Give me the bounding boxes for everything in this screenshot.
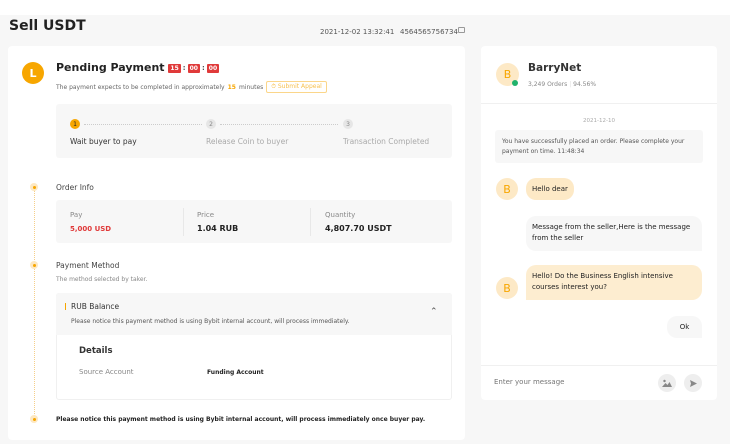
subtitle-text: The payment expects to be completed in a… <box>56 83 225 91</box>
timer-hours: 15 <box>168 63 181 73</box>
payment-method-note: Please notice this payment method is usi… <box>71 318 350 325</box>
price-value: 1.04 RUB <box>197 224 239 233</box>
timeline-dot-icon <box>30 183 38 191</box>
chat-username: BarryNet <box>528 62 582 74</box>
step-1-icon: 1 <box>70 119 80 129</box>
step-2-label: Release Coin to buyer <box>206 137 289 146</box>
step-3-label: Transaction Completed <box>343 137 430 146</box>
source-account-value: Funding Account <box>207 369 264 376</box>
order-info-box <box>56 200 452 243</box>
payment-method-name: RUB Balance <box>71 302 120 311</box>
status-title: Pending Payment 15:00:00 <box>56 61 220 74</box>
step-1-label: Wait buyer to pay <box>70 137 137 146</box>
quantity-value: 4,807.70 USDT <box>325 224 392 233</box>
message-input[interactable] <box>494 375 644 389</box>
steps-box <box>56 104 452 158</box>
payment-method-subtitle: The method selected by taker. <box>56 276 148 283</box>
message-avatar: B <box>496 277 518 299</box>
status-avatar: L <box>22 62 44 84</box>
pay-value: 5,000 USD <box>70 225 112 233</box>
price-label: Price <box>197 211 215 219</box>
chat-message-received: Hello! Do the Business English intensive… <box>526 265 702 300</box>
orders-count: 3,249 Orders <box>528 81 568 88</box>
order-info-heading: Order Info <box>56 183 94 192</box>
chat-message-sent: Message from the seller,Here is the mess… <box>526 216 702 251</box>
step-2-icon: 2 <box>206 119 216 129</box>
footer-note: Please notice this payment method is usi… <box>56 416 426 423</box>
chat-message-received: Hello dear <box>526 178 574 200</box>
payment-method-header[interactable] <box>56 293 452 335</box>
chat-date: 2021-12-10 <box>583 118 615 124</box>
system-message: You have successfully placed an order. P… <box>495 130 703 163</box>
timer-minutes: 00 <box>187 63 200 73</box>
chevron-up-icon[interactable]: ⌃ <box>430 307 438 317</box>
send-icon[interactable] <box>684 374 702 392</box>
quantity-label: Quantity <box>325 211 356 219</box>
timer-seconds: 00 <box>206 63 220 73</box>
subtitle-minutes: minutes <box>238 83 264 91</box>
payment-method-heading: Payment Method <box>56 261 120 270</box>
order-id: 4564565756734 <box>400 28 458 36</box>
minutes-value: 15 <box>227 83 236 91</box>
online-status-icon <box>512 80 518 86</box>
page-title: Sell USDT <box>9 18 86 34</box>
status-title-text: Pending Payment <box>56 61 165 74</box>
order-timestamp: 2021-12-02 13:32:41 <box>320 28 395 36</box>
timeline-dot-icon <box>30 415 38 423</box>
image-upload-icon[interactable] <box>658 374 676 392</box>
pay-label: Pay <box>70 211 83 219</box>
completion-rate: 94.56% <box>573 81 597 88</box>
source-account-label: Source Account <box>79 368 134 376</box>
submit-appeal-button[interactable]: ⏱ Submit Appeal <box>266 81 327 93</box>
top-bar <box>0 0 730 15</box>
message-avatar: B <box>496 178 518 200</box>
step-3-icon: 3 <box>343 119 353 129</box>
copy-icon[interactable] <box>458 27 465 33</box>
details-title: Details <box>79 346 113 356</box>
timeline-dot-icon <box>30 261 38 269</box>
appeal-label: Submit Appeal <box>277 83 322 90</box>
chat-user-stats: 3,249 Orders | 94.56% <box>528 81 597 88</box>
timeline-line <box>34 190 35 420</box>
status-subtitle: The payment expects to be completed in a… <box>56 81 327 93</box>
chat-message-sent: Ok <box>667 316 702 338</box>
